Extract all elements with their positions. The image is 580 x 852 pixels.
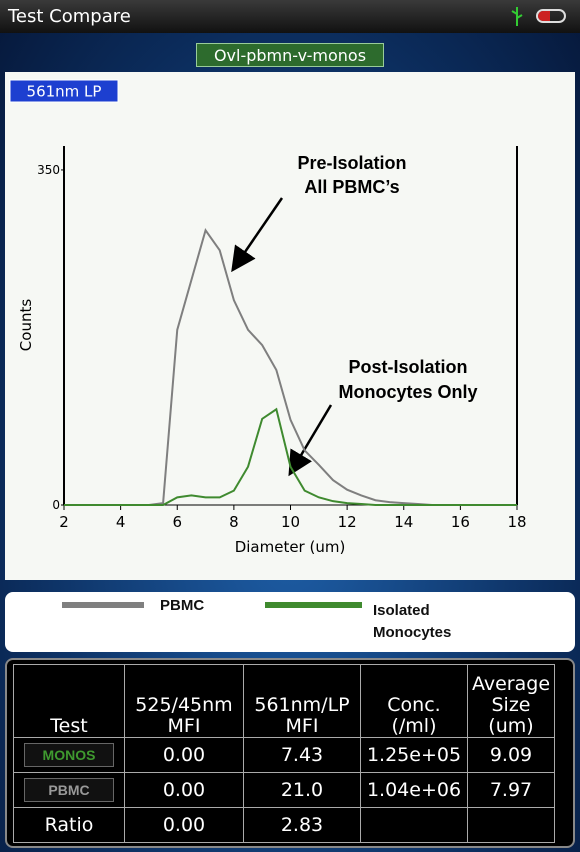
y-axis-label: Counts — [17, 299, 35, 352]
annotation-text: Pre-Isolation — [297, 153, 406, 173]
x-tick-label: 18 — [507, 513, 526, 531]
x-tick-label: 16 — [451, 513, 470, 531]
cell: 1.25e+05 — [360, 737, 468, 773]
x-tick-label: 4 — [116, 513, 126, 531]
cell: 1.04e+06 — [360, 772, 468, 808]
legend-swatch — [62, 602, 144, 608]
series-line — [64, 407, 517, 506]
cell — [467, 807, 555, 843]
legend: PBMC Isolated Monocytes — [5, 592, 575, 652]
row-label: MONOS — [13, 737, 125, 773]
annotation-arrow — [231, 197, 284, 273]
row-label: Ratio — [13, 807, 125, 843]
annotation-arrow — [288, 404, 333, 477]
x-tick-label: 10 — [281, 513, 300, 531]
header-cell: Conc. (/ml) — [360, 664, 468, 738]
channel-label: 561nm LP — [27, 83, 102, 101]
x-tick-label: 14 — [394, 513, 413, 531]
annotation-text: Post-Isolation — [348, 357, 467, 377]
cell: 0.00 — [124, 737, 244, 773]
annotation-text: Monocytes Only — [338, 382, 477, 402]
header-cell: Test — [13, 664, 125, 738]
chart-panel — [5, 72, 575, 580]
cell: 7.97 — [467, 772, 555, 808]
annotation-text: All PBMC’s — [304, 177, 399, 197]
cell: 2.83 — [243, 807, 361, 843]
header-cell: 561nm/LP MFI — [243, 664, 361, 738]
header: Test Compare — [0, 0, 580, 33]
row-label: PBMC — [13, 772, 125, 808]
chart: 561nm LP Counts Diameter (um) Pre-Isolat… — [5, 72, 575, 580]
y-tick-label: 350 — [37, 163, 60, 177]
cell: 7.43 — [243, 737, 361, 773]
header-title: Test Compare — [8, 6, 131, 27]
row-badge: PBMC — [24, 778, 114, 802]
cell — [360, 807, 468, 843]
channel-badge — [9, 79, 119, 103]
y-tick-label: 0 — [52, 498, 60, 512]
cell: 0.00 — [124, 772, 244, 808]
chart-title: Ovl-pbmn-v-monos — [196, 43, 384, 67]
x-tick-label: 6 — [172, 513, 182, 531]
cell: 9.09 — [467, 737, 555, 773]
legend-swatch — [265, 602, 362, 608]
x-axis-label: Diameter (um) — [235, 538, 346, 556]
x-tick-label: 2 — [59, 513, 69, 531]
header-cell: 525/45nm MFI — [124, 664, 244, 738]
annotations: Pre-Isolation All PBMC’s Post-Isolation … — [297, 153, 477, 402]
legend-label: Isolated Monocytes — [373, 602, 452, 641]
cell: 21.0 — [243, 772, 361, 808]
battery-icon — [536, 9, 566, 23]
x-tick-label: 12 — [338, 513, 357, 531]
usb-icon — [511, 7, 523, 26]
row-badge: MONOS — [24, 743, 114, 767]
header-cell: Average Size (um) — [467, 664, 555, 738]
results-table: Test 525/45nm MFI 561nm/LP MFI Conc. (/ml) A… — [13, 664, 555, 843]
results-panel: Test 525/45nm MFI 561nm/LP MFI Conc. (/ml) A… — [5, 658, 575, 848]
legend-label: PBMC — [160, 597, 205, 614]
cell: 0.00 — [124, 807, 244, 843]
x-tick-label: 8 — [229, 513, 239, 531]
